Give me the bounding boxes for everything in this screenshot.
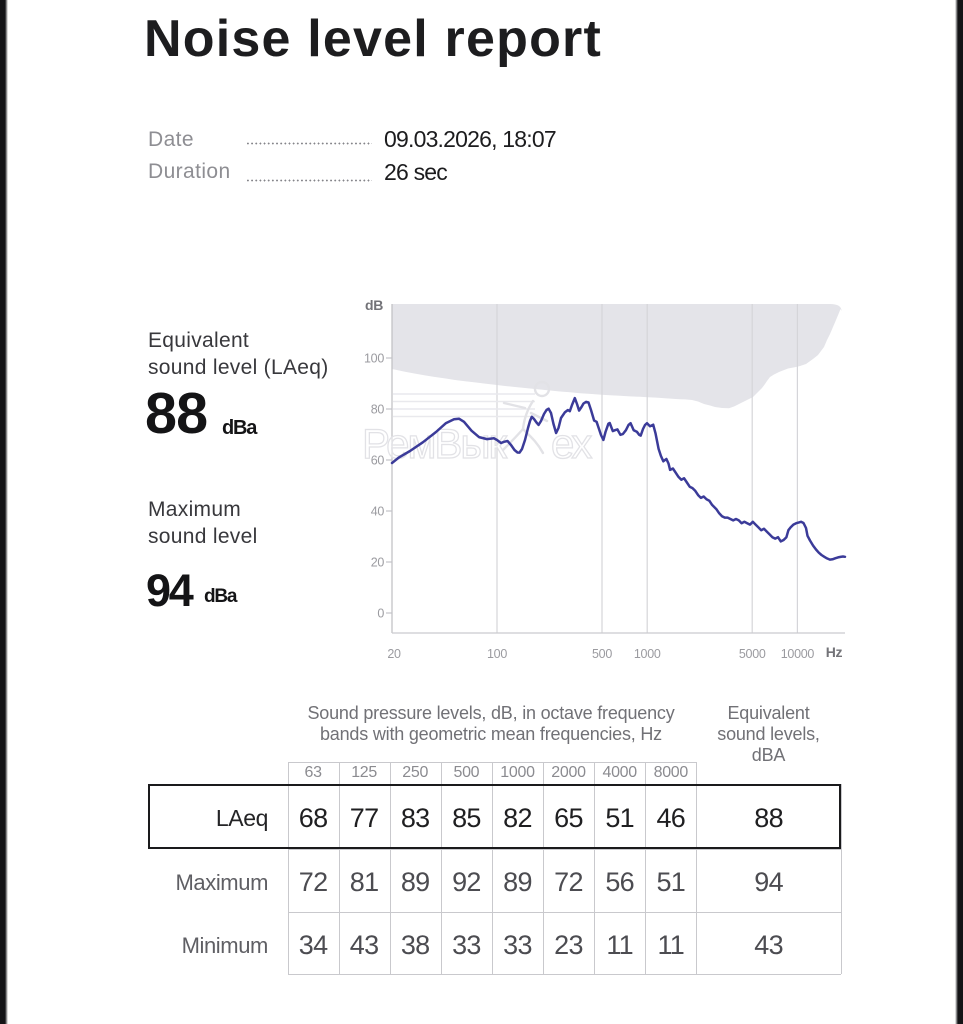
svg-text:40: 40 (371, 504, 385, 518)
svg-text:80: 80 (371, 402, 385, 416)
svg-text:500: 500 (592, 647, 612, 661)
svg-text:100: 100 (487, 647, 507, 661)
svg-text:5000: 5000 (739, 647, 766, 661)
svg-text:1000: 1000 (634, 647, 661, 661)
svg-text:60: 60 (371, 453, 385, 467)
svg-text:РемВык: РемВык (362, 420, 508, 467)
svg-text:dB: dB (365, 297, 383, 313)
svg-text:20: 20 (371, 555, 385, 569)
svg-text:100: 100 (364, 351, 384, 365)
svg-text:10000: 10000 (781, 647, 815, 661)
svg-text:0: 0 (377, 606, 384, 620)
svg-text:ех: ех (551, 420, 592, 467)
svg-text:Hz: Hz (826, 644, 843, 660)
svg-text:20: 20 (387, 647, 401, 661)
